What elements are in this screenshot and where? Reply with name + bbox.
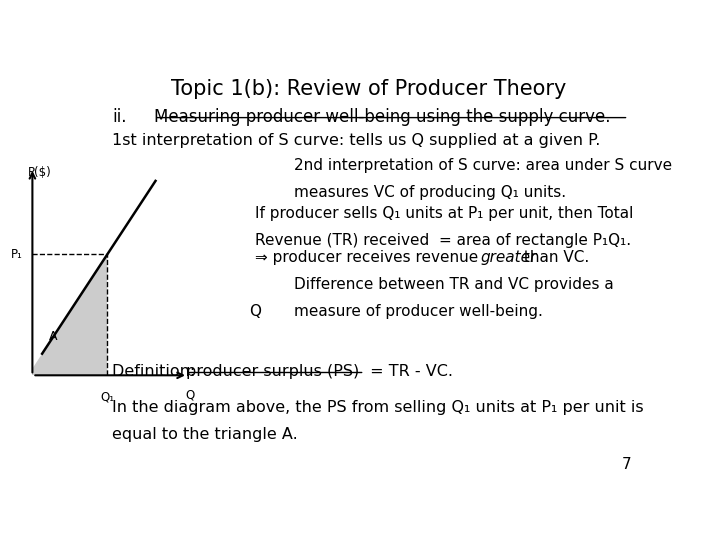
Text: Definition:: Definition:: [112, 364, 201, 379]
Text: ⇒ producer receives revenue: ⇒ producer receives revenue: [255, 250, 482, 265]
Polygon shape: [28, 254, 107, 375]
Text: equal to the triangle A.: equal to the triangle A.: [112, 427, 298, 442]
Text: Difference between TR and VC provides a: Difference between TR and VC provides a: [294, 277, 613, 292]
Text: producer surplus (PS): producer surplus (PS): [186, 364, 359, 379]
Text: P₁: P₁: [11, 248, 23, 261]
Text: Revenue (TR) received  = area of rectangle P₁Q₁.: Revenue (TR) received = area of rectangl…: [255, 233, 631, 248]
Text: Q: Q: [249, 304, 261, 319]
Text: If producer sells Q₁ units at P₁ per unit, then Total: If producer sells Q₁ units at P₁ per uni…: [255, 206, 633, 221]
Text: In the diagram above, the PS from selling Q₁ units at P₁ per unit is: In the diagram above, the PS from sellin…: [112, 400, 644, 415]
Text: measure of producer well-being.: measure of producer well-being.: [294, 304, 543, 319]
Text: greater: greater: [481, 250, 537, 265]
Text: = TR - VC.: = TR - VC.: [364, 364, 453, 379]
Text: 7: 7: [621, 457, 631, 472]
Text: 2nd interpretation of S curve: area under S curve: 2nd interpretation of S curve: area unde…: [294, 158, 672, 173]
Text: P($): P($): [27, 166, 51, 179]
Text: than VC.: than VC.: [518, 250, 589, 265]
Text: A: A: [49, 330, 58, 343]
Text: Q₁: Q₁: [100, 390, 114, 403]
Text: measures VC of producing Q₁ units.: measures VC of producing Q₁ units.: [294, 185, 566, 200]
Text: ii.: ii.: [112, 109, 127, 126]
Text: Q: Q: [185, 388, 194, 401]
Text: Measuring producer well-being using the supply curve.: Measuring producer well-being using the …: [154, 109, 611, 126]
Text: 1st interpretation of S curve: tells us Q supplied at a given P.: 1st interpretation of S curve: tells us …: [112, 133, 600, 148]
Text: Topic 1(b): Review of Producer Theory: Topic 1(b): Review of Producer Theory: [171, 79, 567, 99]
